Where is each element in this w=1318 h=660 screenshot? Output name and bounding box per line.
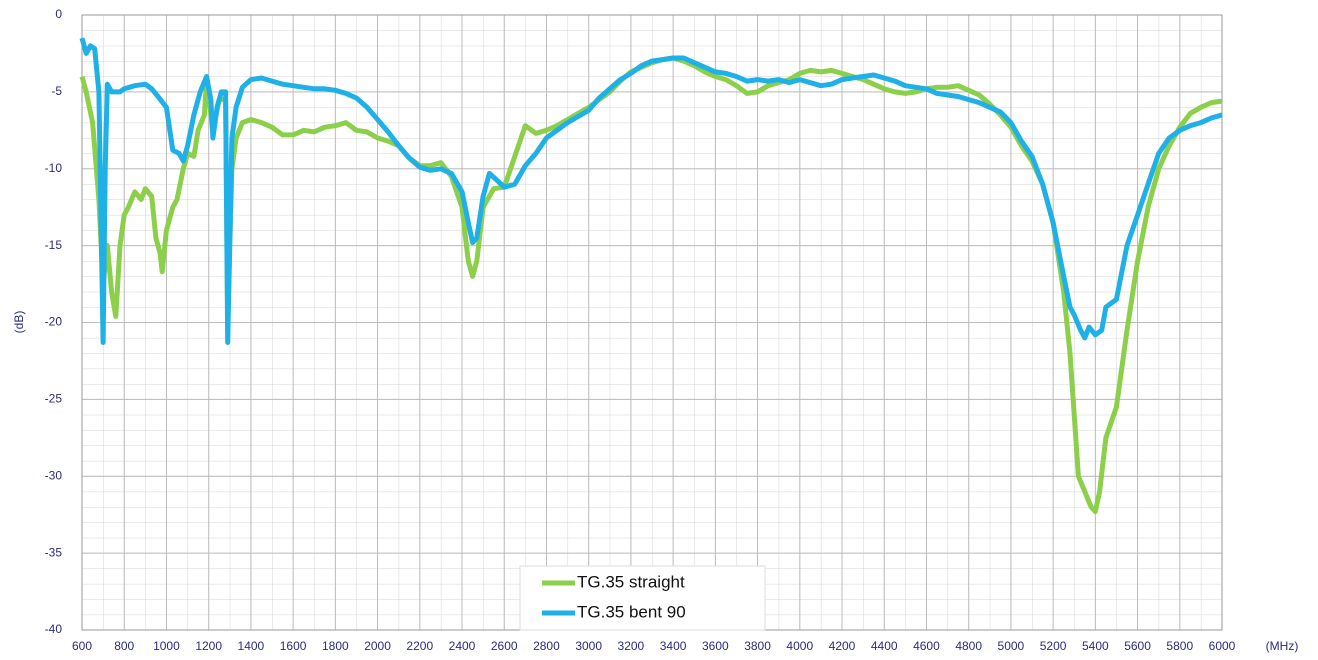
x-tick-label: 3800 bbox=[744, 639, 771, 653]
y-tick-label: -20 bbox=[45, 315, 63, 329]
x-tick-label: 3200 bbox=[618, 639, 645, 653]
x-tick-label: 5600 bbox=[1124, 639, 1151, 653]
x-tick-label: 5200 bbox=[1040, 639, 1067, 653]
y-tick-label: -30 bbox=[45, 468, 63, 482]
x-tick-label: 5000 bbox=[998, 639, 1025, 653]
x-tick-label: 1200 bbox=[195, 639, 222, 653]
x-tick-label: 4000 bbox=[786, 639, 813, 653]
x-tick-label: 3400 bbox=[660, 639, 687, 653]
x-tick-label: 1600 bbox=[280, 639, 307, 653]
x-tick-label: 3600 bbox=[702, 639, 729, 653]
x-tick-label: 1400 bbox=[238, 639, 265, 653]
y-tick-label: -40 bbox=[45, 622, 63, 636]
legend-label: TG.35 bent 90 bbox=[577, 602, 686, 621]
x-tick-label: 600 bbox=[72, 639, 92, 653]
y-tick-label: -35 bbox=[45, 545, 63, 559]
x-tick-label: 4400 bbox=[871, 639, 898, 653]
x-axis-label: (MHz) bbox=[1266, 639, 1299, 653]
x-tick-label: 1000 bbox=[153, 639, 180, 653]
x-tick-label: 4800 bbox=[955, 639, 982, 653]
y-tick-label: -5 bbox=[51, 84, 62, 98]
x-tick-label: 2200 bbox=[406, 639, 433, 653]
x-tick-label: 6000 bbox=[1209, 639, 1236, 653]
y-tick-label: -25 bbox=[45, 392, 63, 406]
y-tick-label: -10 bbox=[45, 161, 63, 175]
x-tick-label: 4600 bbox=[913, 639, 940, 653]
x-tick-label: 5400 bbox=[1082, 639, 1109, 653]
x-tick-label: 2000 bbox=[364, 639, 391, 653]
x-tick-label: 2600 bbox=[491, 639, 518, 653]
x-tick-label: 3000 bbox=[575, 639, 602, 653]
y-axis-label: (dB) bbox=[12, 311, 26, 334]
x-tick-label: 800 bbox=[114, 639, 134, 653]
legend-box bbox=[519, 565, 766, 631]
legend-label: TG.35 straight bbox=[577, 572, 685, 591]
series-line bbox=[79, 37, 1223, 345]
x-tick-label: 5800 bbox=[1166, 639, 1193, 653]
y-tick-label: 0 bbox=[55, 7, 62, 21]
x-tick-label: 4200 bbox=[829, 639, 856, 653]
y-tick-label: -15 bbox=[45, 238, 63, 252]
x-tick-label: 1800 bbox=[322, 639, 349, 653]
x-tick-label: 2400 bbox=[449, 639, 476, 653]
x-tick-label: 2800 bbox=[533, 639, 560, 653]
